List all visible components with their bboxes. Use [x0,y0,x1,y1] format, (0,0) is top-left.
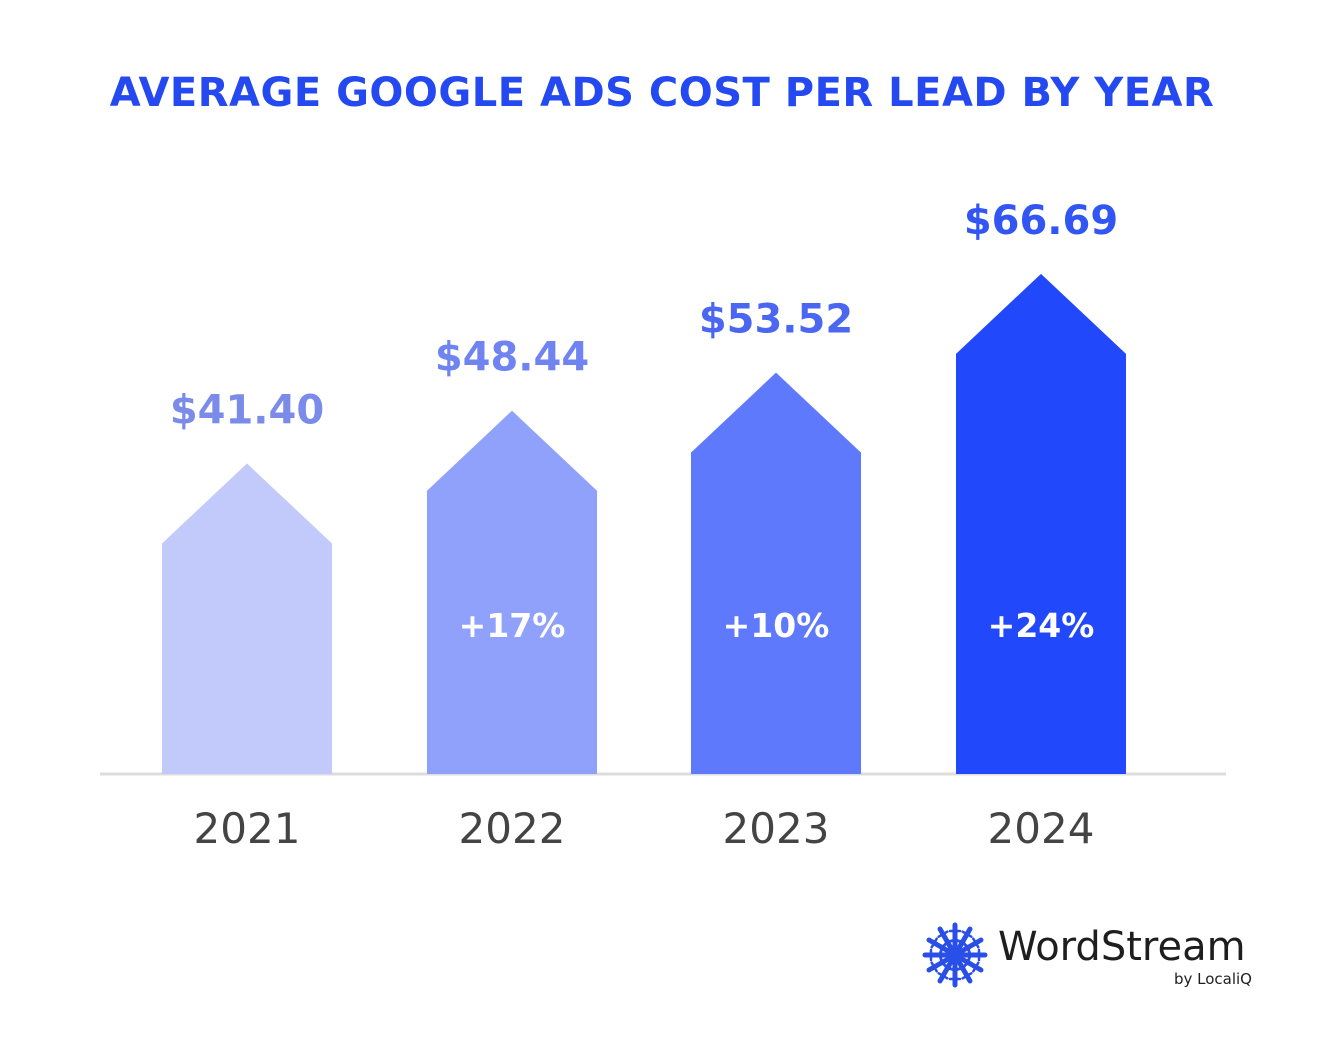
bar-2022 [427,410,597,774]
chart-title: AVERAGE GOOGLE ADS COST PER LEAD BY YEAR [109,70,1215,116]
value-label-2024: $66.69 [964,198,1118,244]
tick-label-2023: 2023 [723,804,830,853]
tick-label-2022: 2022 [459,804,566,853]
bar-2021 [162,463,332,774]
brand-tagline: by LocaliQ [1173,970,1252,988]
tick-label-2021: 2021 [194,804,301,853]
change-label-2022: +17% [459,606,566,645]
value-label-2023: $53.52 [699,297,853,343]
brand-name: WordStream [998,924,1246,970]
tick-label-2024: 2024 [988,804,1095,853]
brand-logo: WordStream by LocaliQ [922,922,1262,992]
bar-2023 [691,372,861,774]
bar-2024 [956,273,1126,774]
change-label-2023: +10% [723,606,830,645]
value-label-2022: $48.44 [435,335,589,381]
change-label-2024: +24% [988,606,1095,645]
wordstream-asterisk-icon [922,922,988,988]
value-label-2021: $41.40 [170,388,324,434]
